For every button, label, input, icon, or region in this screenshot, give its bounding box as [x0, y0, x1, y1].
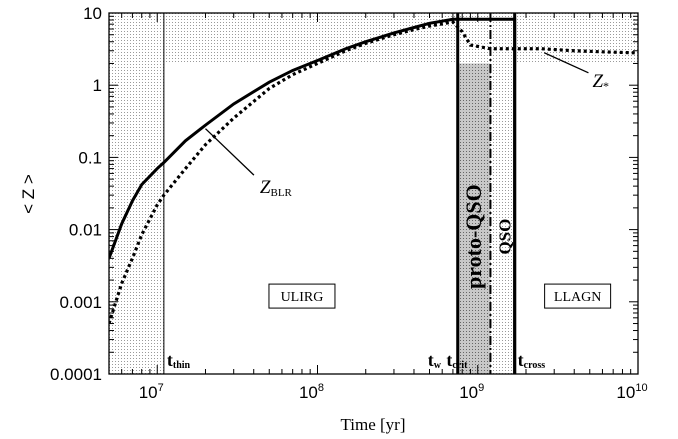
region-label-llagn: LLAGN: [554, 290, 601, 305]
region-label-ulirg: ULIRG: [281, 290, 324, 305]
vline-label-crit: tcrit: [446, 350, 468, 371]
shaded-region-2: [457, 63, 491, 374]
y-tick-label: 0.001: [59, 293, 102, 312]
axes: 107 108 109 1010 0.0001 0.001 0.01 0.1 1 10: [50, 4, 648, 402]
series-line-z-blr: [109, 17, 517, 374]
proto-qso-label: proto-QSO: [461, 184, 486, 289]
y-tick-label: 10: [83, 4, 102, 23]
shaded-regions: [109, 13, 638, 374]
x-tick-label: 107: [139, 382, 164, 402]
z-star-leader: [543, 52, 589, 74]
plot-frame: [108, 12, 639, 375]
x-tick-label: 109: [459, 382, 484, 402]
z-blr-leader: [205, 128, 255, 176]
vline-label-thin: tthin: [167, 350, 191, 371]
qso-label: QSO: [496, 219, 515, 255]
y-axis-label: < Z >: [19, 174, 38, 214]
x-tick-label: 1010: [616, 382, 647, 402]
data-series: [109, 17, 638, 374]
y-tick-label: 0.1: [78, 148, 102, 167]
x-tick-label: 108: [299, 382, 324, 402]
y-tick-label: 0.0001: [50, 365, 102, 384]
series-line-z-star: [109, 20, 638, 325]
x-axis-label: Time [yr]: [340, 415, 405, 434]
plot-border: [108, 12, 639, 375]
z-star-label: Z*: [592, 71, 609, 93]
y-tick-label: 0.01: [69, 221, 102, 240]
shaded-region-3: [490, 13, 515, 374]
region-box-llagn: [544, 283, 612, 309]
vline-label-cross: tcross: [518, 350, 546, 371]
region-box-ulirg: [268, 283, 336, 309]
annotations: ZBLR Z* ULIRG LLAGN proto-QSO QSO tthin tw tcrit…: [167, 52, 612, 371]
y-tick-label: 1: [93, 76, 102, 95]
z-blr-label: ZBLR: [260, 177, 293, 199]
vline-label-w: tw: [428, 350, 442, 371]
